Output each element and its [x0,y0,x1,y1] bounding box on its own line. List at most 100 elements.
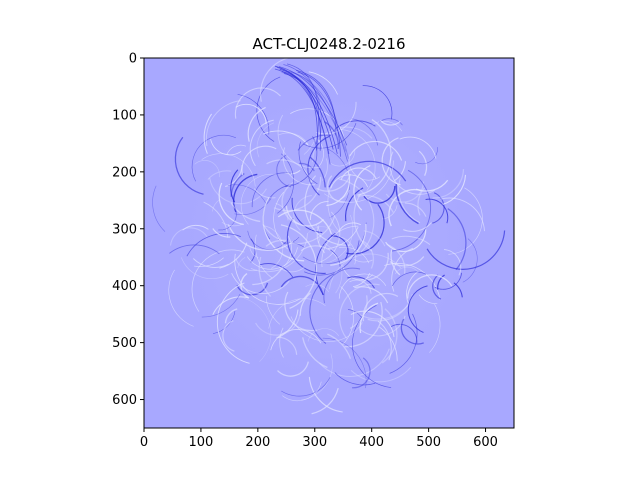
streak [249,119,274,167]
y-tick-label: 400 [112,279,137,294]
streak [250,233,308,273]
streak [252,266,284,286]
streak [308,376,343,413]
streak [186,233,241,257]
streak [277,361,309,377]
streak [298,141,318,185]
streak [418,150,428,176]
streak [240,173,276,225]
streak [415,179,449,192]
streak [290,108,345,144]
streak [323,242,343,294]
streak [338,222,362,233]
streak [334,372,376,386]
streak [322,337,367,389]
streak [328,160,407,188]
streak [330,223,367,266]
streak [338,273,387,299]
streak [299,162,315,172]
streak [348,154,381,181]
streak [406,270,419,305]
streak [372,120,403,132]
streak [415,147,438,165]
streak [201,153,256,187]
streak [394,161,406,182]
streak [205,100,241,146]
streak [290,72,349,159]
y-tick-label: 300 [112,222,137,237]
streak [280,275,324,296]
streak [307,135,330,196]
streak [281,71,347,152]
streak [251,172,292,208]
y-tick-label: 500 [112,336,137,351]
streak [262,197,305,262]
streak [309,156,326,188]
streak [201,293,241,318]
streak [274,65,334,150]
streak [249,247,259,259]
streak [191,134,237,182]
x-tick-label: 0 [140,435,148,450]
streak [353,193,373,252]
streak [246,247,298,270]
streak [434,272,463,290]
streak [350,310,395,337]
streak [283,64,348,162]
streak [326,170,351,207]
streak [203,113,213,154]
streak [362,85,393,120]
streak [305,284,330,293]
streak [338,178,375,253]
streak [194,160,220,178]
streak [237,257,246,268]
streak [391,235,431,245]
streak [302,337,328,369]
streak [390,249,401,276]
streak [218,182,244,226]
streak [453,282,463,298]
x-tick-label: 400 [359,435,384,450]
streak [284,291,317,332]
streak [278,132,309,145]
streak [230,202,261,223]
streak [388,188,422,227]
streak [263,130,309,146]
streak [265,239,288,247]
streak [299,292,311,316]
streak [327,333,352,359]
streak [399,136,437,159]
x-tick-label: 200 [245,435,270,450]
streak [352,357,371,389]
streak [357,119,392,196]
streak [212,228,231,238]
y-tick-label: 100 [112,108,137,123]
streak [429,304,441,353]
streak [277,114,321,169]
streak [319,348,390,377]
streak [297,71,341,157]
x-tick-label: 300 [302,435,327,450]
streak [218,205,237,231]
streak [308,226,340,239]
streak [152,185,166,232]
streak [219,242,248,269]
streak [259,58,307,102]
streak [282,147,316,186]
streak [441,174,467,206]
streak [389,256,425,267]
streak [404,202,427,217]
streak [169,244,220,255]
axes-frame [143,57,515,429]
streak [391,271,427,287]
streak [338,236,357,265]
image-area [144,58,514,428]
streak [277,209,333,235]
x-tick-label: 600 [473,435,498,450]
streak [194,257,224,267]
streak [174,136,204,195]
streak [192,258,229,268]
streak [417,187,425,216]
streak [297,134,332,151]
